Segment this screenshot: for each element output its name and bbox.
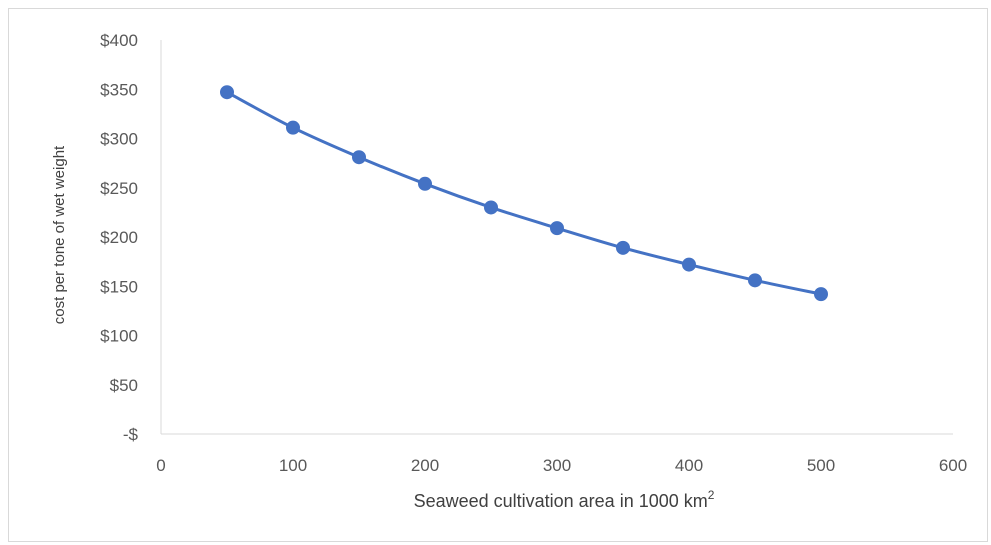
x-tick-label: 300	[543, 456, 571, 475]
data-point	[748, 273, 762, 288]
y-tick-label: $300	[100, 130, 138, 149]
x-tick-label: 0	[156, 456, 165, 475]
x-tick-label: 200	[411, 456, 439, 475]
x-tick-label: 600	[939, 456, 967, 475]
data-point	[550, 221, 564, 236]
chart-frame	[8, 8, 988, 542]
data-point	[220, 85, 234, 100]
y-axis-label: cost per tone of wet weight	[51, 145, 68, 324]
y-tick-label: $100	[100, 327, 138, 346]
x-axis-label-text: Seaweed cultivation area in 1000 km	[414, 491, 708, 511]
y-tick-label: $200	[100, 228, 138, 247]
x-tick-label: 100	[279, 456, 307, 475]
axes	[160, 40, 953, 435]
series-layer	[220, 85, 828, 302]
y-tick-label: $350	[100, 80, 138, 99]
data-point	[418, 176, 432, 191]
x-tick-label: 500	[807, 456, 835, 475]
data-point	[484, 200, 498, 215]
data-point	[352, 150, 366, 165]
y-tick-labels: -$ $50 $100 $150 $200 $250 $300 $350 $400	[100, 31, 138, 444]
x-axis-label-superscript: 2	[708, 488, 715, 502]
y-tick-label: $250	[100, 179, 138, 198]
y-tick-label: $400	[100, 31, 138, 50]
x-axis-label: Seaweed cultivation area in 1000 km2	[414, 488, 715, 511]
data-point	[286, 120, 300, 135]
series-line	[225, 90, 823, 296]
x-tick-labels: 0 100 200 300 400 500 600	[156, 456, 967, 475]
data-point	[814, 287, 828, 302]
data-point	[616, 240, 630, 255]
data-point	[682, 257, 696, 272]
y-tick-label: $50	[110, 376, 138, 395]
y-tick-label: $150	[100, 277, 138, 296]
x-tick-label: 400	[675, 456, 703, 475]
y-tick-label: -$	[123, 425, 139, 444]
